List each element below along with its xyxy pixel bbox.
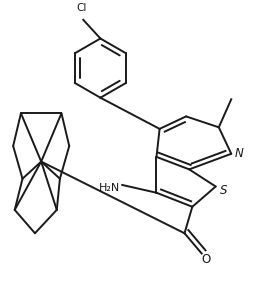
Text: N: N bbox=[235, 147, 243, 160]
Text: Cl: Cl bbox=[76, 3, 87, 13]
Text: O: O bbox=[202, 253, 211, 266]
Text: H₂N: H₂N bbox=[99, 183, 120, 193]
Text: S: S bbox=[220, 184, 227, 197]
